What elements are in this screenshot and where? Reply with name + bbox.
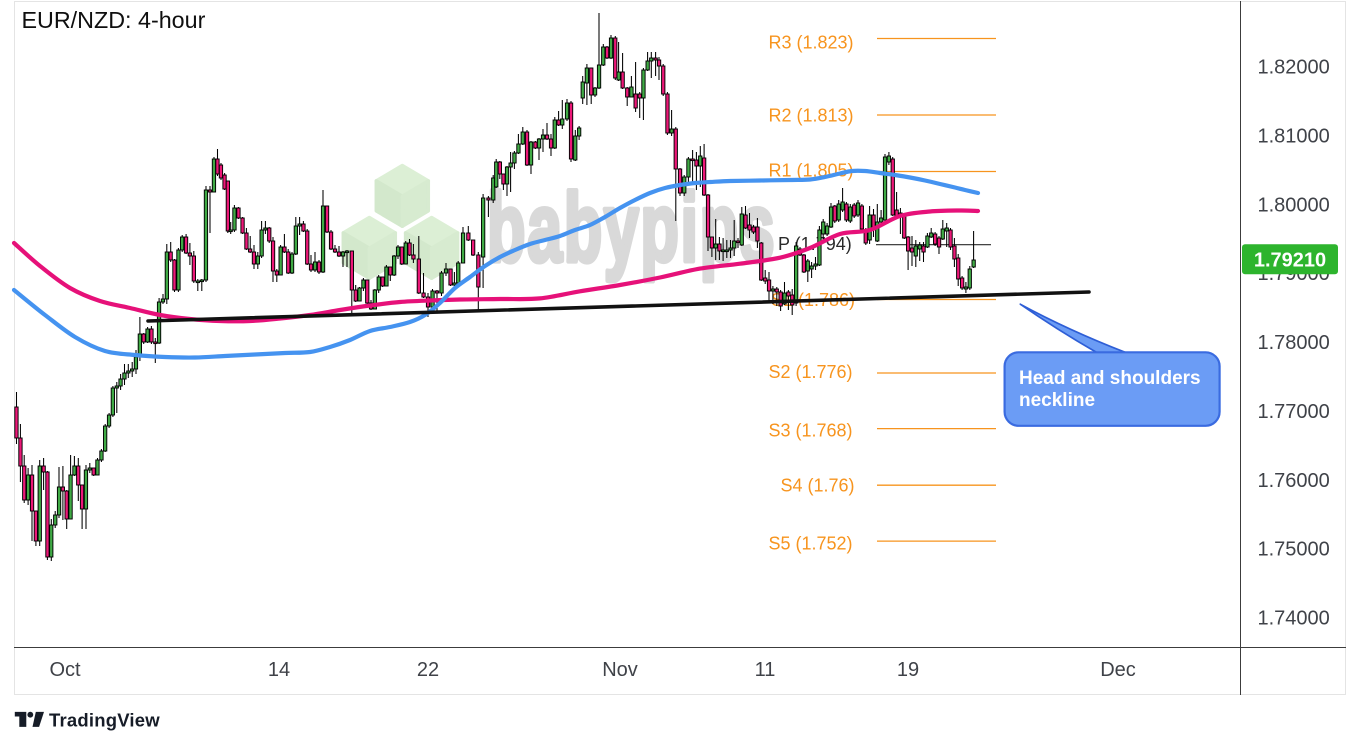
svg-text:neckline: neckline: [1019, 390, 1095, 411]
svg-text:1.82000: 1.82000: [1258, 57, 1330, 79]
svg-text:11: 11: [755, 659, 776, 681]
svg-text:19: 19: [897, 659, 919, 681]
svg-text:S3 (1.768): S3 (1.768): [769, 420, 853, 440]
svg-text:S2 (1.776): S2 (1.776): [769, 362, 853, 382]
svg-text:14: 14: [268, 659, 290, 681]
svg-text:22: 22: [417, 659, 439, 681]
svg-text:TradingView: TradingView: [49, 710, 160, 731]
svg-text:1.76000: 1.76000: [1258, 470, 1330, 492]
svg-text:1.80000: 1.80000: [1258, 194, 1330, 216]
svg-text:1.81000: 1.81000: [1258, 125, 1330, 147]
svg-text:babypips: babypips: [487, 174, 776, 282]
svg-text:1.75000: 1.75000: [1258, 539, 1330, 561]
svg-text:R3 (1.823): R3 (1.823): [769, 32, 854, 52]
svg-text:1.77000: 1.77000: [1258, 401, 1330, 423]
svg-text:Dec: Dec: [1100, 659, 1136, 681]
svg-text:S5 (1.752): S5 (1.752): [769, 533, 853, 553]
svg-text:1.74000: 1.74000: [1258, 608, 1330, 630]
svg-text:R2 (1.813): R2 (1.813): [769, 105, 854, 125]
svg-text:EUR/NZD: 4-hour: EUR/NZD: 4-hour: [22, 7, 206, 33]
svg-text:1.78000: 1.78000: [1258, 332, 1330, 354]
svg-text:1.79210: 1.79210: [1254, 249, 1326, 271]
svg-text:Head and shoulders: Head and shoulders: [1019, 368, 1201, 389]
svg-text:S4 (1.76): S4 (1.76): [781, 475, 855, 495]
svg-text:Oct: Oct: [49, 659, 81, 681]
svg-text:Nov: Nov: [602, 659, 638, 681]
